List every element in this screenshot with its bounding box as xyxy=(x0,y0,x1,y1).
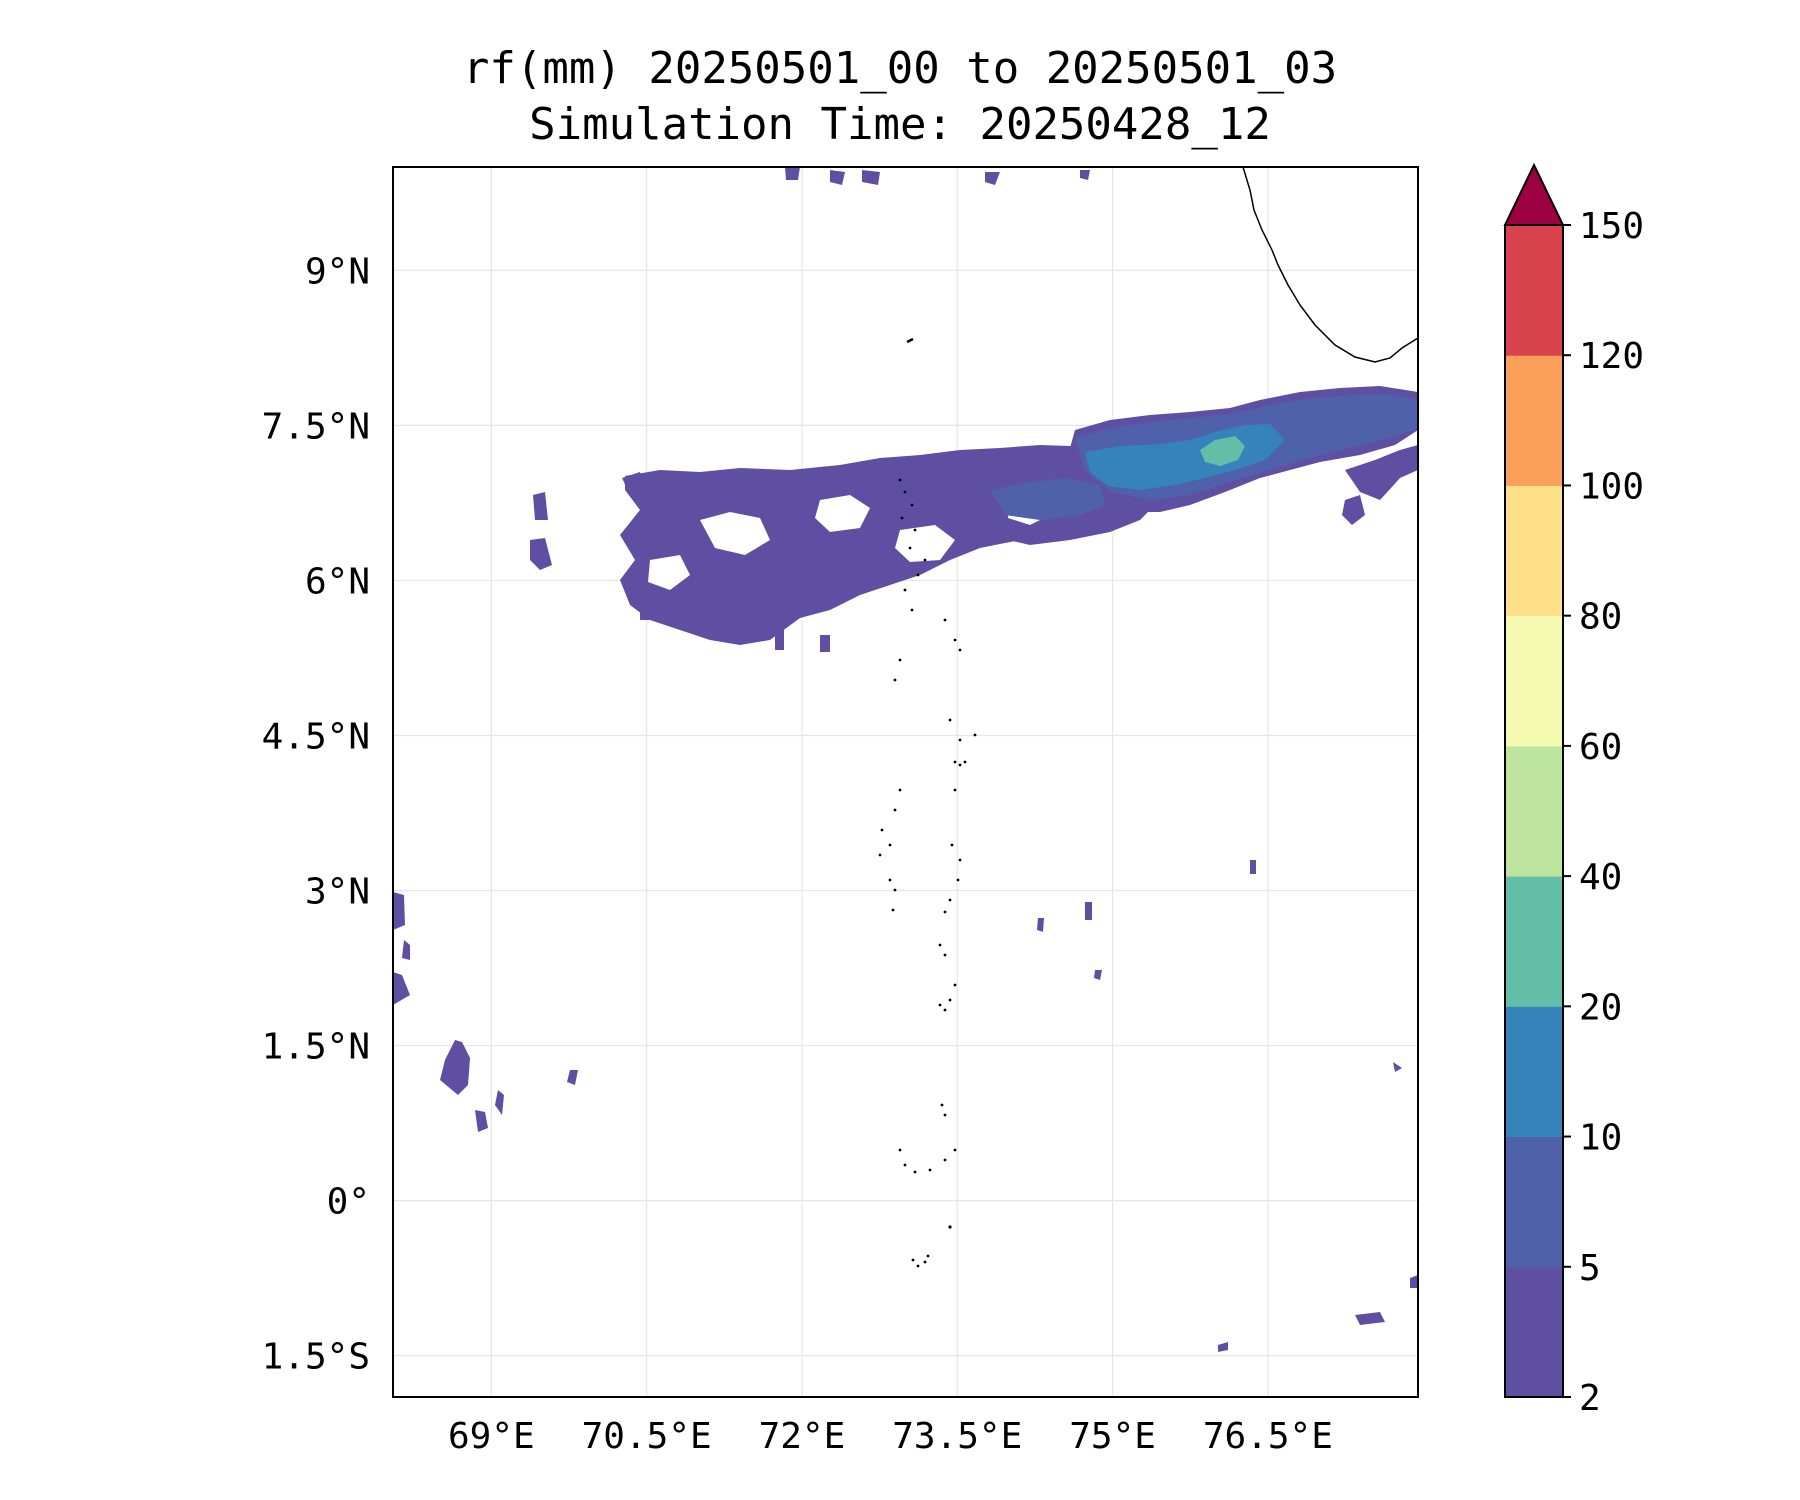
coastline-maldives xyxy=(878,478,977,1268)
y-tick-label: 0° xyxy=(327,1182,370,1223)
colorbar-segment xyxy=(1505,615,1563,747)
colorbar-segment xyxy=(1505,1266,1563,1398)
x-tick-label: 69°E xyxy=(448,1416,535,1457)
rain-patch xyxy=(985,172,1000,185)
rain-patch xyxy=(1345,445,1418,500)
coastline-lakshadweep xyxy=(906,337,914,344)
colorbar-frame xyxy=(1504,224,1564,1398)
rain-gap xyxy=(648,555,690,590)
colorbar-tick-label: 20 xyxy=(1579,987,1622,1028)
rain-patch xyxy=(820,635,830,652)
rain-patch xyxy=(622,472,645,495)
rain-patch xyxy=(775,630,784,650)
rain-patch xyxy=(1037,918,1044,932)
x-tick-label: 76.5°E xyxy=(1203,1416,1333,1457)
y-tick-label: 4.5°N xyxy=(262,716,370,757)
colorbar-segment xyxy=(1505,225,1563,356)
colorbar-segment xyxy=(1505,355,1563,486)
rain-patch xyxy=(533,492,548,520)
rain-patch xyxy=(1250,860,1256,874)
colorbar-tick-label: 40 xyxy=(1579,857,1622,898)
colorbar-segment xyxy=(1505,1136,1563,1268)
gridlines xyxy=(393,167,1418,1397)
rain-patch xyxy=(402,940,410,960)
x-tick-label: 73.5°E xyxy=(892,1416,1022,1457)
y-tick-label: 1.5°N xyxy=(262,1027,370,1068)
colorbar-segment xyxy=(1505,876,1563,1007)
coastline-india xyxy=(1242,167,1418,363)
rain-patch xyxy=(567,1070,578,1085)
colorbar-tick-label: 2 xyxy=(1579,1378,1601,1419)
rain-patch xyxy=(393,892,405,930)
x-axis: 69°E 70.5°E 72°E 73.5°E 75°E 76.5°E xyxy=(448,1416,1333,1457)
rain-patch xyxy=(1085,902,1092,920)
colorbar-tick-label: 100 xyxy=(1579,466,1644,507)
colorbar-segment xyxy=(1505,745,1563,877)
rain-patch xyxy=(1094,970,1102,980)
colorbar-tick-label: 150 xyxy=(1579,206,1644,247)
rain-patch xyxy=(1342,495,1365,525)
plot-frame xyxy=(392,166,1419,1398)
rain-patch xyxy=(530,538,552,570)
rain-patch xyxy=(475,1110,488,1132)
chart-title: rf(mm) 20250501_00 to 20250501_03 xyxy=(462,43,1338,94)
x-tick-label: 70.5°E xyxy=(582,1416,712,1457)
rain-gap xyxy=(895,525,955,562)
rainfall-layer xyxy=(393,167,1418,1352)
rain-patch xyxy=(640,598,652,620)
x-tick-label: 75°E xyxy=(1069,1416,1156,1457)
y-tick-label: 1.5°S xyxy=(262,1337,370,1378)
rain-patch xyxy=(862,170,880,185)
y-tick-label: 7.5°N xyxy=(262,406,370,447)
rain-gap xyxy=(700,512,770,555)
rain-patch xyxy=(495,1090,504,1115)
colorbar-tick-label: 10 xyxy=(1579,1118,1622,1159)
colorbar-tick-label: 120 xyxy=(1579,336,1644,377)
colorbar-extend-arrow xyxy=(1503,162,1565,226)
rain-gap xyxy=(815,495,870,532)
colorbar-segment xyxy=(1505,1006,1563,1138)
rain-patch xyxy=(1410,1275,1418,1288)
rain-patch xyxy=(830,170,845,185)
rain-patch xyxy=(440,1040,470,1095)
colorbar-tick-label: 80 xyxy=(1579,597,1622,638)
y-axis: 1.5°S 0° 1.5°N 3°N 4.5°N 6°N 7.5°N 9°N xyxy=(262,251,370,1377)
x-tick-label: 72°E xyxy=(759,1416,846,1457)
chart-subtitle: Simulation Time: 20250428_12 xyxy=(529,99,1271,150)
rain-patch xyxy=(785,167,800,180)
colorbar-segment xyxy=(1505,485,1563,617)
rain-patch xyxy=(1393,1062,1402,1072)
rain-patch xyxy=(990,478,1105,520)
coastlines xyxy=(878,167,1418,1268)
rain-patch xyxy=(1080,170,1090,180)
rain-patch xyxy=(1355,1312,1385,1325)
y-tick-label: 9°N xyxy=(305,251,370,292)
rain-patch xyxy=(1218,1342,1228,1352)
colorbar-tick-label: 5 xyxy=(1579,1248,1601,1289)
rain-patch xyxy=(393,972,410,1005)
colorbar: 2 5 10 20 40 60 80 100 120 150 xyxy=(1503,162,1644,1419)
map-background xyxy=(393,167,1418,1397)
colorbar-tick-label: 60 xyxy=(1579,727,1622,768)
rain-patch xyxy=(1200,436,1245,466)
y-tick-label: 6°N xyxy=(305,561,370,602)
y-tick-label: 3°N xyxy=(305,872,370,913)
